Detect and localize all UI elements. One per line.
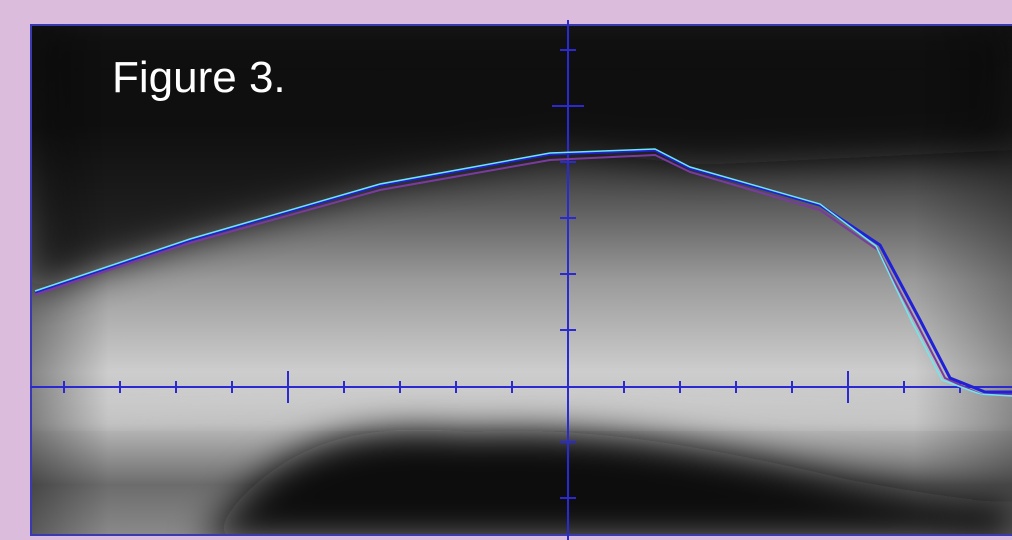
figure-view: Figure 3. <box>0 0 1012 540</box>
figure-label: Figure 3. <box>112 53 286 102</box>
page: Figure 3. (() => { const data = JSON.par… <box>0 0 1012 540</box>
